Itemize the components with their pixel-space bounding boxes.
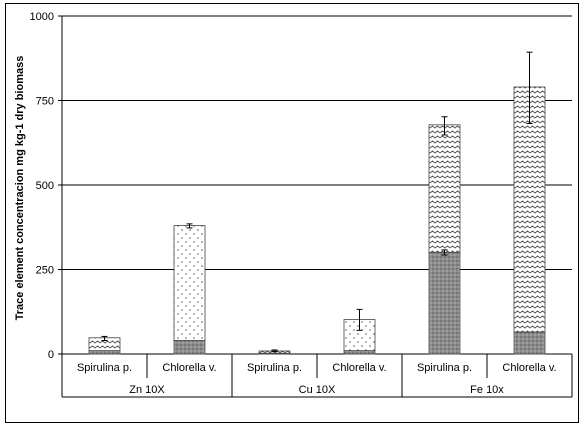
x-category-label: Spirulina p. <box>77 362 132 374</box>
y-tick-label: 0 <box>48 349 54 361</box>
bar-segment-upper <box>173 225 206 341</box>
y-tick-label: 500 <box>36 180 54 192</box>
bars <box>88 86 546 355</box>
bar-segment-lower <box>428 252 461 355</box>
x-group-label: Fe 10x <box>470 384 504 396</box>
x-category-label: Spirulina p. <box>417 362 472 374</box>
x-category-label: Chlorella v. <box>332 362 386 374</box>
bar-segment-upper <box>428 124 461 253</box>
y-axis-label: Trace element concentracion mg kg-1 dry … <box>14 56 26 321</box>
bar-segment-lower <box>88 350 121 355</box>
bar-segment-lower <box>173 340 206 355</box>
x-category-label: Chlorella v. <box>502 362 556 374</box>
y-tick-label: 250 <box>36 265 54 277</box>
x-category-label: Spirulina p. <box>247 362 302 374</box>
x-group-label: Zn 10X <box>129 384 165 396</box>
gridlines <box>62 15 572 270</box>
error-bars <box>101 51 533 353</box>
y-tick-label: 1000 <box>30 11 54 23</box>
bar-segment-lower <box>513 331 546 355</box>
bar-segment-lower <box>343 350 376 355</box>
x-category-labels: Spirulina p. Chlorella v. Spirulina p. Chlo… <box>77 362 557 396</box>
axes <box>58 15 573 398</box>
y-tick-labels: 0 250 500 750 1000 <box>30 11 54 361</box>
y-tick-label: 750 <box>36 96 54 108</box>
x-category-label: Chlorella v. <box>162 362 216 374</box>
x-group-label: Cu 10X <box>299 384 336 396</box>
